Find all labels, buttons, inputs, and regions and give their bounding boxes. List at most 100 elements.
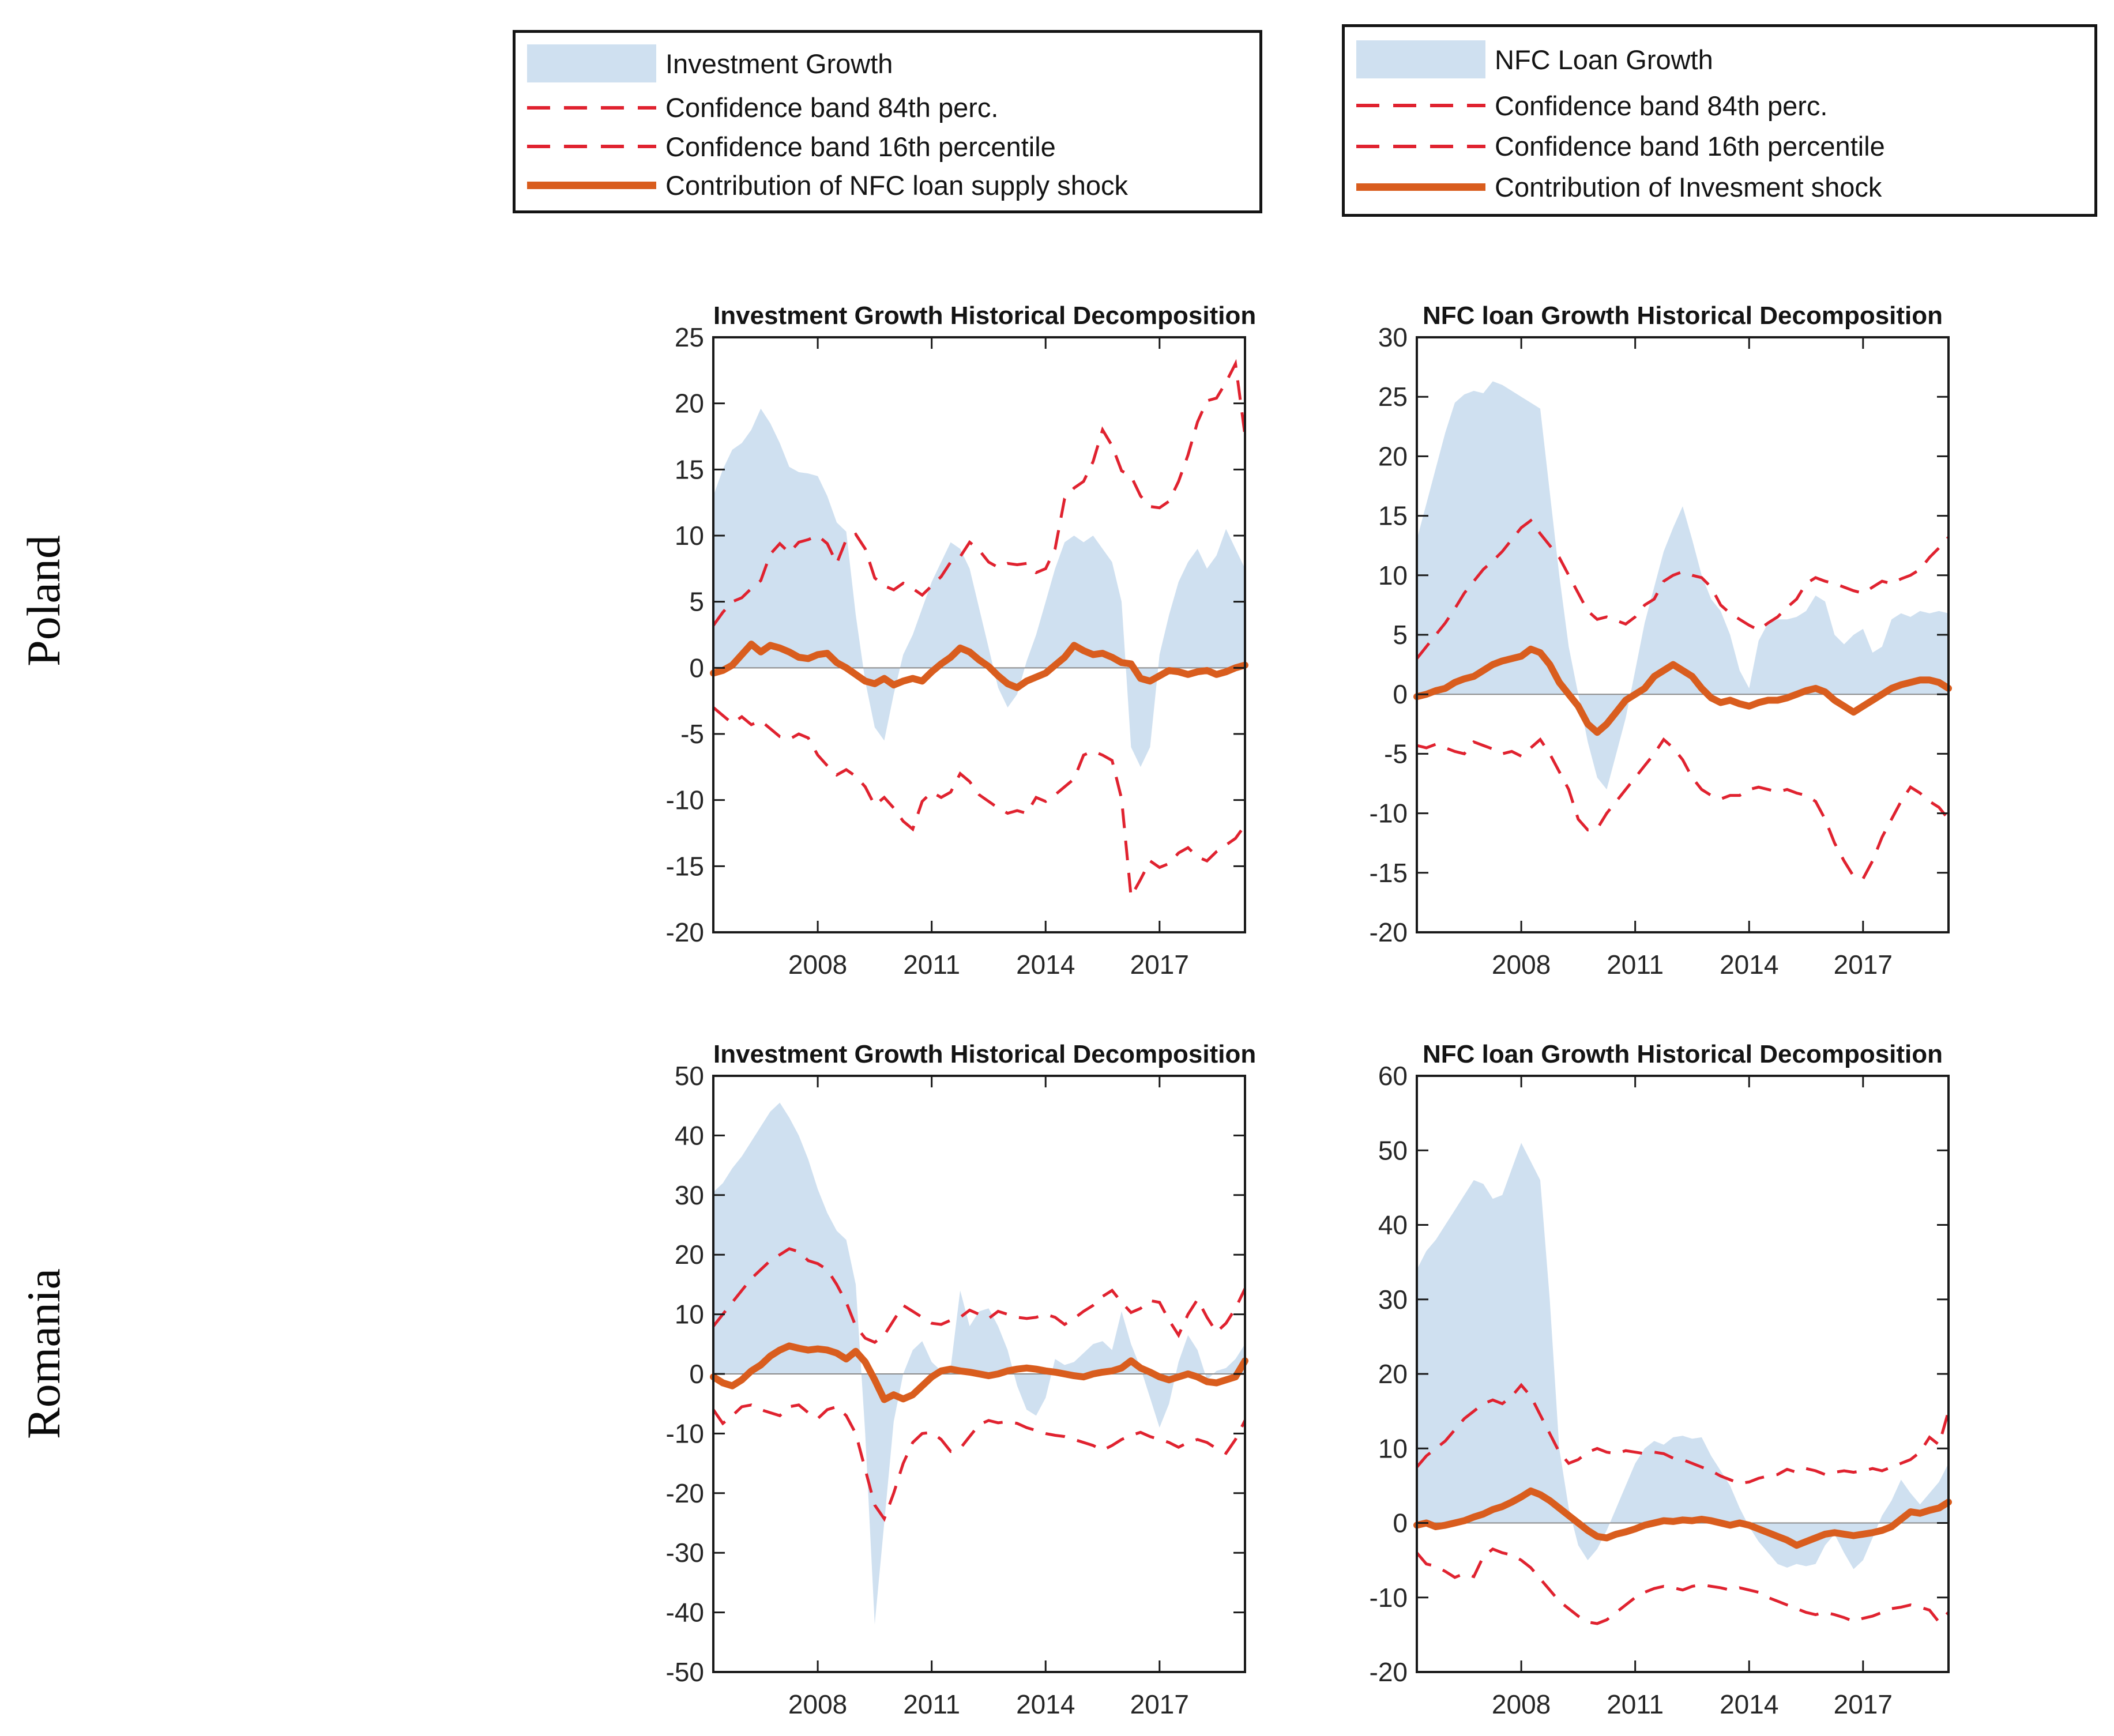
plot-romania-nfc-loan: 2008 2011 2014 2017 -20 -10 0 10 20 30 40 50 60 bbox=[1370, 1061, 1952, 1719]
confidence-band-84-line bbox=[712, 359, 1247, 627]
confidence-band-16-line bbox=[1416, 737, 1950, 880]
legend-item-label: NFC Loan Growth bbox=[1495, 44, 1713, 75]
y-tick-label: 15 bbox=[675, 454, 704, 484]
x-tick-label: 2008 bbox=[1492, 1689, 1551, 1719]
growth-area bbox=[713, 1102, 1245, 1625]
y-tick-label: -10 bbox=[1370, 799, 1408, 829]
growth-area bbox=[1417, 381, 1949, 790]
y-tick-label: 50 bbox=[1378, 1135, 1408, 1165]
y-tick-label: 20 bbox=[675, 1240, 704, 1270]
x-tick-label: 2008 bbox=[1492, 950, 1551, 980]
legend-item-label: Confidence band 16th percentile bbox=[665, 131, 1056, 162]
y-tick-label: 30 bbox=[675, 1180, 704, 1210]
y-tick-label: 25 bbox=[1378, 382, 1408, 412]
confidence-band-16-line bbox=[712, 706, 1247, 902]
dashed-line-icon bbox=[527, 145, 656, 149]
plot-poland-investment: 2008 2011 2014 2017 -20 -15 -10 -5 0 5 10 15 20 25 bbox=[666, 322, 1248, 980]
confidence-band-84-line bbox=[712, 1247, 1247, 1345]
chart-title-poland-investment: Investment Growth Historical Decompositi… bbox=[713, 302, 1257, 330]
y-tick-label: 5 bbox=[1393, 620, 1408, 650]
chart-title-romania-nfc: NFC loan Growth Historical Decomposition bbox=[1422, 1040, 1943, 1068]
y-tick-label: 40 bbox=[1378, 1210, 1408, 1240]
legend-item: Confidence band 16th percentile bbox=[1345, 133, 2094, 160]
plot-poland-nfc-loan: 2008 2011 2014 2017 -20 -15 -10 -5 0 5 10 15 20 25 30 bbox=[1370, 322, 1952, 980]
row-label-romania: Romania bbox=[17, 1268, 70, 1440]
confidence-band-84-line bbox=[1416, 518, 1950, 660]
y-tick-label: 15 bbox=[1378, 501, 1408, 531]
dashed-line-icon bbox=[527, 106, 656, 110]
solid-line-icon bbox=[527, 181, 656, 189]
dashed-line-icon bbox=[1356, 104, 1485, 108]
x-tick-label: 2014 bbox=[1720, 950, 1778, 980]
x-tick-label: 2014 bbox=[1016, 950, 1075, 980]
legend-investment: Investment Growth Confidence band 84th p… bbox=[513, 30, 1262, 213]
area-swatch-icon bbox=[527, 44, 656, 83]
y-tick-label: -20 bbox=[1370, 1657, 1408, 1687]
growth-area bbox=[1417, 1143, 1949, 1569]
growth-area bbox=[713, 408, 1245, 767]
y-tick-label: 0 bbox=[689, 1359, 704, 1389]
y-tick-label: -20 bbox=[666, 1478, 704, 1508]
chart-title-poland-nfc: NFC loan Growth Historical Decomposition bbox=[1422, 302, 1943, 330]
y-tick-label: 10 bbox=[675, 521, 704, 551]
y-tick-label: 60 bbox=[1378, 1061, 1408, 1091]
y-tick-label: -5 bbox=[680, 719, 704, 749]
legend-item-label: Contribution of NFC loan supply shock bbox=[665, 170, 1129, 201]
y-tick-label: -20 bbox=[666, 917, 704, 947]
y-tick-label: 10 bbox=[1378, 560, 1408, 590]
x-tick-label: 2011 bbox=[903, 950, 960, 980]
y-tick-label: 10 bbox=[1378, 1433, 1408, 1463]
legend-item: NFC Loan Growth bbox=[1345, 40, 2094, 79]
x-tick-label: 2011 bbox=[1607, 950, 1664, 980]
confidence-band-16-line bbox=[1416, 1547, 1950, 1625]
y-tick-label: 25 bbox=[675, 322, 704, 352]
y-tick-label: -10 bbox=[666, 785, 704, 815]
y-tick-label: -40 bbox=[666, 1598, 704, 1628]
y-tick-label: -15 bbox=[1370, 858, 1408, 888]
y-tick-label: 0 bbox=[1393, 1508, 1408, 1538]
x-tick-label: 2017 bbox=[1130, 950, 1189, 980]
y-tick-label: 40 bbox=[675, 1120, 704, 1150]
x-tick-label: 2014 bbox=[1720, 1689, 1778, 1719]
area-swatch-icon bbox=[1356, 40, 1485, 79]
confidence-band-16-line bbox=[712, 1403, 1247, 1522]
legend-item-label: Contribution of Invesment shock bbox=[1495, 171, 1882, 202]
x-tick-label: 2014 bbox=[1016, 1689, 1075, 1719]
y-tick-label: 10 bbox=[675, 1300, 704, 1330]
contribution-line bbox=[1413, 1487, 1952, 1549]
dashed-line-icon bbox=[1356, 144, 1485, 148]
x-tick-label: 2011 bbox=[903, 1689, 960, 1719]
x-tick-label: 2017 bbox=[1834, 1689, 1893, 1719]
legend-item: Contribution of NFC loan supply shock bbox=[516, 172, 1259, 199]
legend-item-label: Confidence band 16th percentile bbox=[1495, 131, 1885, 162]
contribution-line bbox=[710, 641, 1248, 691]
y-tick-label: -15 bbox=[666, 851, 704, 881]
y-tick-label: 20 bbox=[1378, 441, 1408, 471]
y-tick-label: -20 bbox=[1370, 917, 1408, 947]
legend-item-label: Investment Growth bbox=[665, 48, 893, 79]
legend-item: Confidence band 84th perc. bbox=[516, 94, 1259, 121]
y-tick-label: -50 bbox=[666, 1657, 704, 1687]
y-tick-label: 5 bbox=[689, 587, 704, 617]
plot-romania-investment: 2008 2011 2014 2017 -50 -40 -30 -20 -10 0 10 20 30 40… bbox=[666, 1061, 1248, 1719]
x-tick-label: 2011 bbox=[1607, 1689, 1664, 1719]
y-tick-label: 0 bbox=[1393, 679, 1408, 709]
y-tick-label: 50 bbox=[675, 1061, 704, 1091]
contribution-line bbox=[710, 1342, 1248, 1403]
y-tick-label: 0 bbox=[689, 653, 704, 683]
x-tick-label: 2017 bbox=[1130, 1689, 1189, 1719]
x-tick-label: 2008 bbox=[788, 1689, 847, 1719]
legend-item: Contribution of Invesment shock bbox=[1345, 174, 2094, 201]
legend-item: Confidence band 16th percentile bbox=[516, 133, 1259, 160]
contribution-line bbox=[1413, 645, 1952, 736]
y-tick-label: -5 bbox=[1384, 739, 1408, 769]
y-tick-label: 30 bbox=[1378, 1285, 1408, 1315]
y-tick-label: 30 bbox=[1378, 322, 1408, 352]
x-tick-label: 2008 bbox=[788, 950, 847, 980]
legend-item: Investment Growth bbox=[516, 44, 1259, 83]
y-tick-label: -30 bbox=[666, 1538, 704, 1568]
legend-nfc-loan: NFC Loan Growth Confidence band 84th per… bbox=[1342, 24, 2097, 217]
x-tick-label: 2017 bbox=[1834, 950, 1893, 980]
chart-title-romania-investment: Investment Growth Historical Decompositi… bbox=[713, 1040, 1257, 1068]
y-tick-label: -10 bbox=[666, 1418, 704, 1448]
